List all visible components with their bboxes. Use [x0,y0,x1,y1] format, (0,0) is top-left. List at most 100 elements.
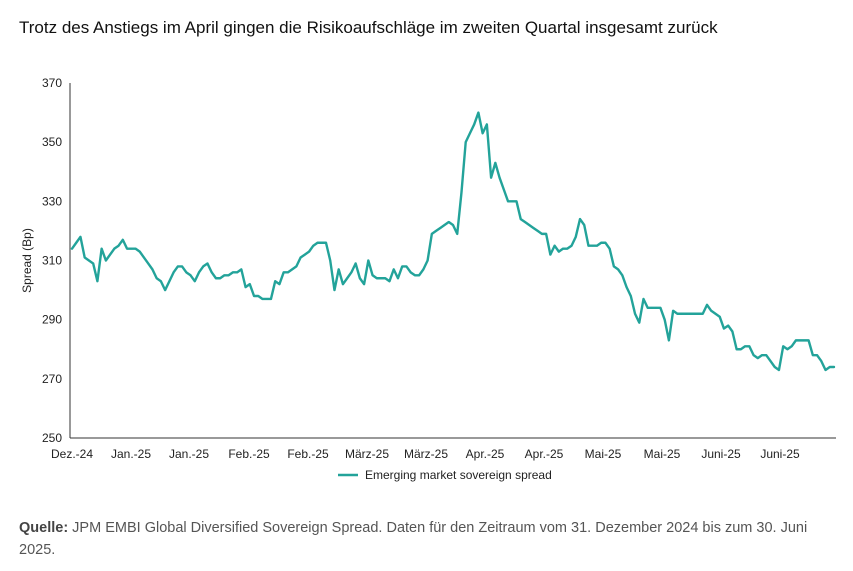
data-point [130,247,133,250]
series-points [71,111,835,371]
legend: Emerging market sovereign spread [338,468,552,482]
data-point [380,277,382,280]
y-tick-label: 350 [42,135,62,149]
y-tick-label: 310 [42,254,62,268]
chart-title: Trotz des Anstiegs im April gingen die R… [19,18,718,37]
data-point [358,277,361,280]
data-point [473,123,476,126]
data-point [697,312,700,315]
data-point [312,244,315,247]
data-point [761,354,763,357]
data-point [579,218,581,220]
data-point [405,265,408,268]
data-point [257,295,260,297]
data-point [485,123,488,126]
y-tick-label: 270 [42,372,62,386]
data-point [371,274,374,277]
data-point [519,218,522,220]
data-point [634,312,636,315]
data-point [206,262,209,265]
data-point [176,265,179,268]
data-point [92,262,95,265]
data-point [96,280,99,283]
data-point [735,348,738,351]
data-point [701,312,704,315]
data-point [676,312,679,315]
data-point [439,227,442,229]
data-point [443,224,446,226]
data-point [811,354,814,357]
data-point [680,312,683,315]
x-tick-label: Apr.-25 [525,447,564,461]
data-point [502,188,505,191]
data-point [147,262,150,265]
data-point [329,259,332,262]
data-point [587,244,590,247]
data-point [511,200,514,203]
data-point [786,348,789,351]
data-point [282,271,285,274]
data-point [642,298,645,300]
data-point [799,339,802,342]
data-point [689,312,691,315]
data-point [557,250,560,253]
data-point [718,315,721,318]
data-point [625,286,628,289]
data-point [88,259,90,262]
data-point [244,286,247,289]
data-point [795,339,797,342]
line-chart: 250 270 290 310 330 350 370 Dez.-24 Jan.-25 Jan.… [20,76,836,482]
source-note: Quelle: JPM EMBI Global Diversified Sove… [19,517,829,561]
data-point [612,265,615,268]
source-label: Quelle: [19,520,69,536]
data-point [828,366,831,368]
data-point [583,224,586,226]
data-point [295,265,298,268]
data-point [193,280,196,283]
data-point [75,241,78,244]
data-point [447,221,450,223]
data-point [541,232,543,235]
data-point [426,259,429,262]
x-tick-label: Feb.-25 [287,447,329,461]
data-point [498,176,501,179]
data-point [253,295,255,297]
data-point [566,247,569,250]
data-point [303,253,306,256]
data-point [113,247,116,250]
data-point [596,244,598,247]
data-point [752,354,755,357]
data-point [299,256,302,259]
data-point [668,339,670,342]
data-point [727,324,730,327]
data-point [790,345,793,348]
data-point [270,298,272,300]
data-point [155,277,158,280]
data-point [265,298,268,300]
data-point [515,200,518,203]
data-point [621,274,624,277]
data-point [202,265,205,268]
data-point [333,289,336,291]
data-point [274,280,277,283]
data-point [481,132,484,135]
data-point [659,306,662,309]
data-point [210,271,213,274]
data-point [151,268,154,271]
data-point [248,283,251,286]
data-point [325,241,327,244]
data-point [528,224,531,226]
data-point [109,253,111,256]
data-point [714,312,717,315]
data-point [684,312,687,315]
data-point [363,283,365,286]
data-point [160,280,162,283]
x-tick-label: März-25 [345,447,389,461]
data-point [71,247,73,250]
data-point [143,256,145,259]
data-point [651,306,653,309]
data-point [629,295,632,297]
y-axis-ticks: 250 270 290 310 330 350 370 [42,76,62,445]
data-point [672,309,675,312]
data-point [469,132,471,135]
